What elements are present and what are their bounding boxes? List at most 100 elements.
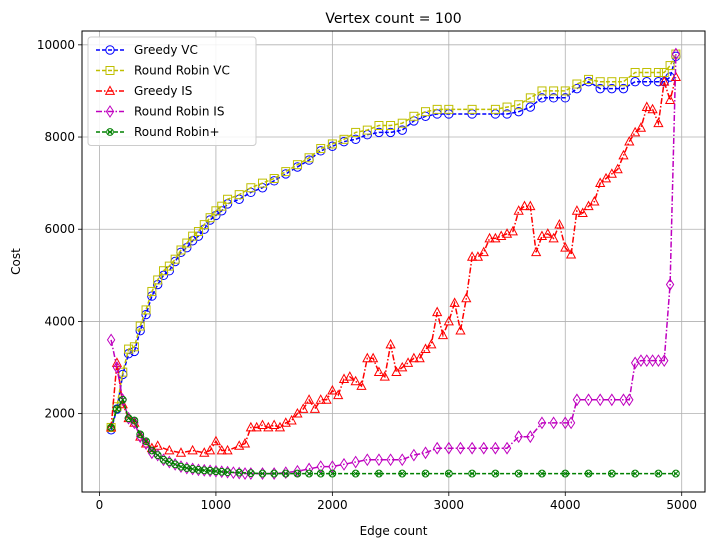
data-point: [304, 153, 314, 163]
data-point: [421, 469, 430, 478]
data-point: [187, 444, 198, 455]
data-point: [595, 393, 605, 407]
data-point: [478, 246, 489, 257]
data-point: [205, 213, 215, 223]
series-group: [105, 47, 682, 480]
data-point: [577, 207, 588, 217]
data-point: [188, 465, 197, 473]
data-point: [502, 441, 512, 455]
data-point: [479, 441, 488, 455]
data-point: [472, 251, 484, 261]
series-line-round-robin-is: [110, 54, 677, 475]
data-point: [549, 416, 558, 430]
x-axis-title: Edge count: [360, 524, 428, 538]
y-tick-label: 6000: [44, 222, 75, 236]
y-tick-label: 8000: [44, 130, 75, 144]
data-point: [642, 77, 652, 87]
data-point: [245, 421, 256, 432]
data-point: [432, 306, 443, 317]
data-point: [513, 106, 524, 117]
data-point: [344, 371, 355, 381]
data-point: [210, 435, 222, 446]
data-point: [339, 457, 349, 471]
data-point: [484, 232, 495, 243]
data-point: [274, 421, 286, 432]
data-point: [124, 344, 134, 354]
data-point: [507, 225, 518, 236]
legend-marker: [105, 66, 115, 75]
data-point: [600, 172, 612, 183]
legend: Greedy VC Round Robin VC Greedy IS Round Ro…: [87, 36, 257, 146]
y-tick-label: 4000: [44, 314, 75, 328]
data-point: [257, 178, 267, 188]
data-point: [164, 444, 175, 455]
data-point: [164, 261, 174, 271]
data-point: [363, 453, 372, 467]
legend-item: Round Robin VC: [96, 64, 230, 78]
data-point: [304, 462, 314, 476]
data-point: [468, 469, 477, 478]
data-point: [350, 134, 361, 145]
data-point: [199, 220, 209, 230]
data-point: [664, 94, 676, 105]
legend-label: Greedy IS: [134, 84, 192, 98]
data-point: [356, 380, 367, 390]
data-point: [270, 469, 279, 478]
data-point: [118, 395, 127, 404]
data-point: [565, 248, 577, 259]
data-point: [456, 441, 465, 455]
y-tick-label: 2000: [44, 407, 75, 421]
data-point: [188, 231, 198, 241]
data-point: [653, 117, 664, 128]
data-point: [665, 72, 675, 82]
data-point: [316, 460, 325, 474]
data-point: [502, 102, 512, 112]
data-point: [397, 118, 407, 128]
data-point: [234, 190, 244, 200]
data-point: [217, 467, 226, 476]
data-point: [281, 469, 290, 478]
data-point: [147, 446, 156, 455]
data-point: [624, 135, 635, 146]
data-point: [239, 437, 251, 448]
data-point: [513, 205, 524, 215]
data-point: [379, 371, 390, 381]
data-point: [525, 200, 536, 211]
data-point: [386, 453, 395, 467]
data-point: [572, 83, 582, 94]
data-point: [351, 455, 360, 469]
data-point: [106, 333, 116, 347]
data-point: [130, 416, 139, 425]
data-point: [362, 352, 373, 363]
data-point: [572, 79, 582, 89]
data-point: [141, 305, 151, 315]
data-point: [223, 194, 233, 204]
data-point: [443, 315, 454, 326]
data-point: [636, 354, 646, 368]
data-point: [584, 74, 594, 84]
data-point: [176, 245, 186, 255]
data-point: [653, 67, 663, 77]
data-point: [303, 394, 315, 404]
data-point: [654, 469, 663, 478]
data-point: [374, 121, 384, 131]
data-point: [328, 469, 337, 478]
data-point: [386, 121, 396, 131]
data-point: [630, 77, 640, 87]
data-point: [375, 469, 383, 478]
data-point: [374, 127, 384, 138]
data-point: [625, 393, 634, 407]
data-point: [671, 47, 681, 61]
data-point: [217, 201, 227, 211]
data-point: [631, 469, 640, 478]
data-point: [402, 357, 414, 367]
data-point: [333, 389, 344, 400]
data-point: [572, 393, 582, 407]
data-point: [618, 149, 629, 160]
data-point: [153, 451, 162, 460]
data-point: [112, 361, 122, 374]
data-point: [421, 107, 431, 117]
data-point: [153, 275, 163, 285]
data-point: [141, 309, 151, 320]
data-point: [514, 100, 524, 110]
